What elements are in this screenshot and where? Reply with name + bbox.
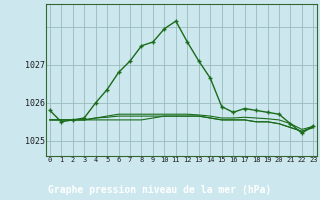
Text: Graphe pression niveau de la mer (hPa): Graphe pression niveau de la mer (hPa) [48,185,272,195]
